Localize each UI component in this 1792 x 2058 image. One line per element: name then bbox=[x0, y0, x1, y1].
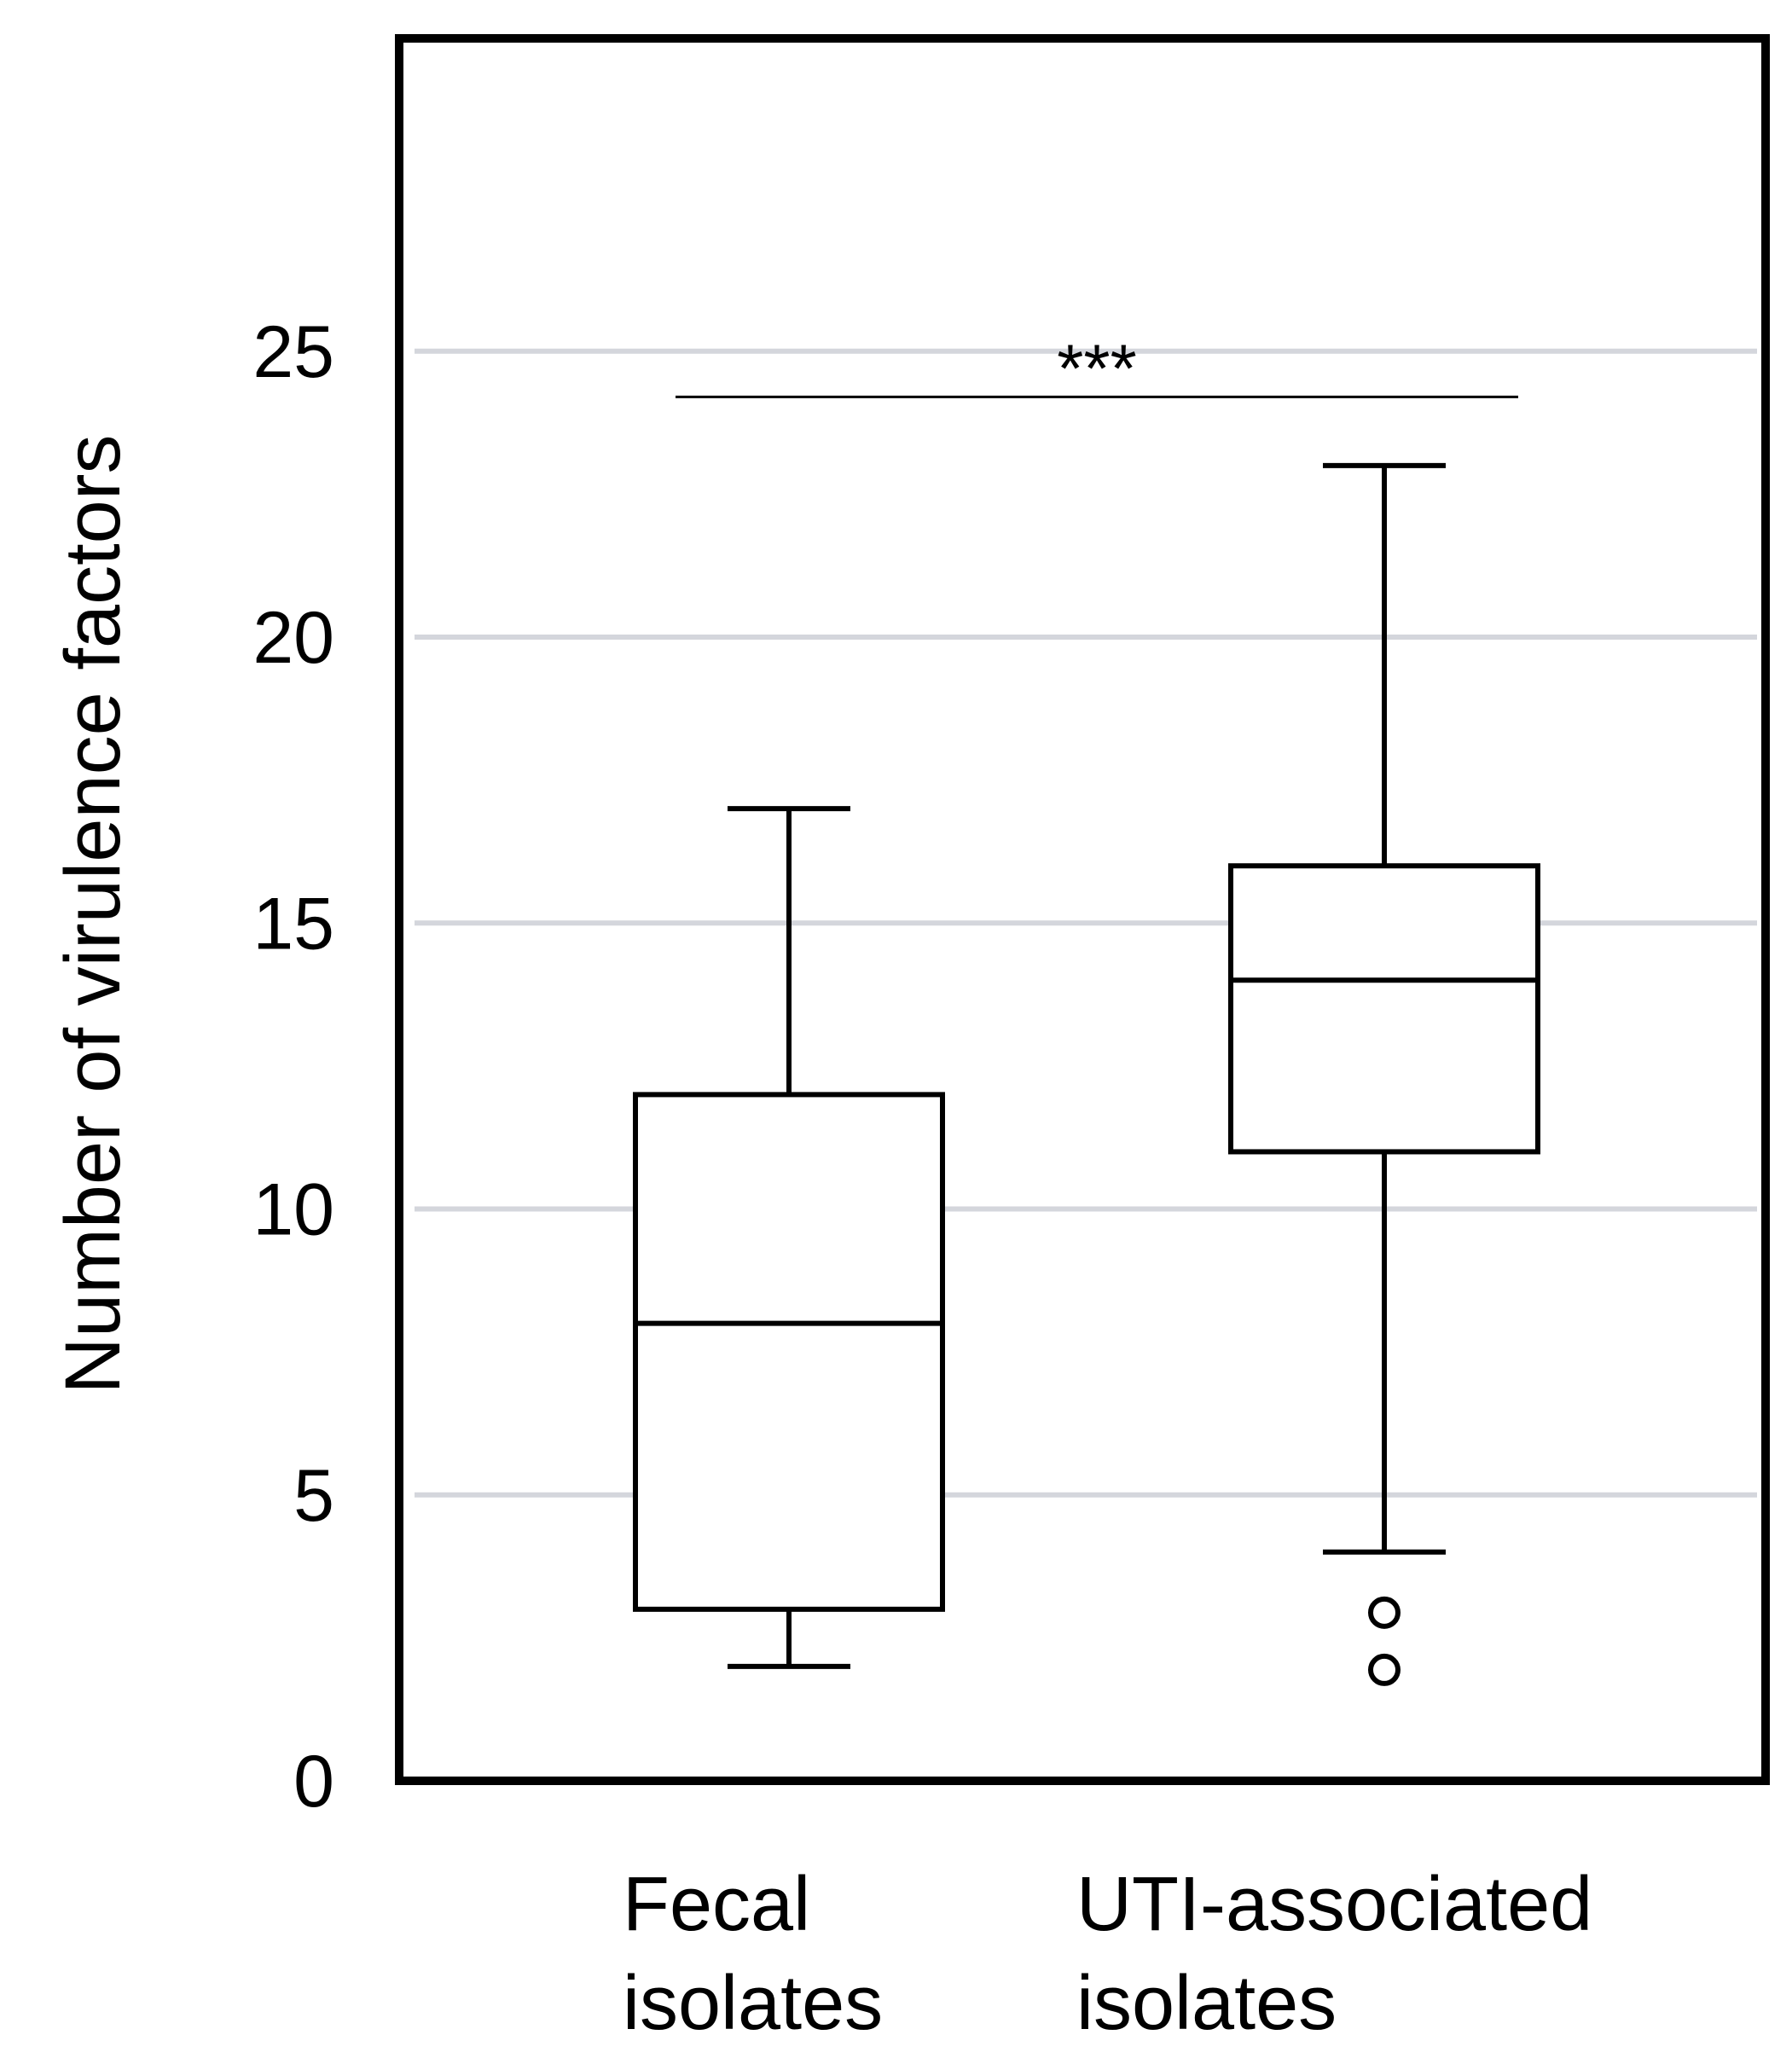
outlier-point bbox=[1368, 1653, 1401, 1686]
y-tick-label: 0 bbox=[293, 1741, 334, 1823]
box-group bbox=[1228, 462, 1540, 1686]
plot-frame bbox=[395, 34, 1770, 1785]
gridlines bbox=[415, 348, 1757, 1498]
box-series bbox=[633, 462, 1540, 1686]
x-category-label: isolates bbox=[623, 1961, 883, 2046]
significance-label: *** bbox=[1057, 330, 1136, 406]
outlier-point bbox=[1368, 1596, 1401, 1629]
y-tick-label: 15 bbox=[252, 883, 334, 965]
iqr-box bbox=[1228, 863, 1540, 1155]
x-category-labels: Fecal isolates UTI-associated isolates bbox=[623, 1862, 1592, 2046]
x-category-label: UTI-associated bbox=[1076, 1862, 1592, 1947]
significance-annotation: *** bbox=[676, 330, 1518, 406]
y-tick-label: 10 bbox=[252, 1169, 334, 1251]
x-category-label: isolates bbox=[1076, 1961, 1337, 2046]
y-tick-labels: 0 5 10 15 20 25 bbox=[252, 311, 334, 1823]
y-tick-label: 25 bbox=[252, 311, 334, 393]
y-axis-label: Number of virulence factors bbox=[49, 435, 136, 1394]
iqr-box bbox=[633, 1092, 945, 1612]
box-group bbox=[633, 806, 945, 1669]
x-category-label: Fecal bbox=[623, 1862, 810, 1947]
y-tick-label: 20 bbox=[252, 597, 334, 679]
y-tick-label: 5 bbox=[293, 1455, 334, 1537]
